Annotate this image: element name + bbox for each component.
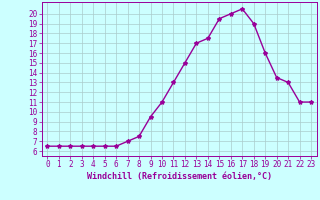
X-axis label: Windchill (Refroidissement éolien,°C): Windchill (Refroidissement éolien,°C) (87, 172, 272, 181)
